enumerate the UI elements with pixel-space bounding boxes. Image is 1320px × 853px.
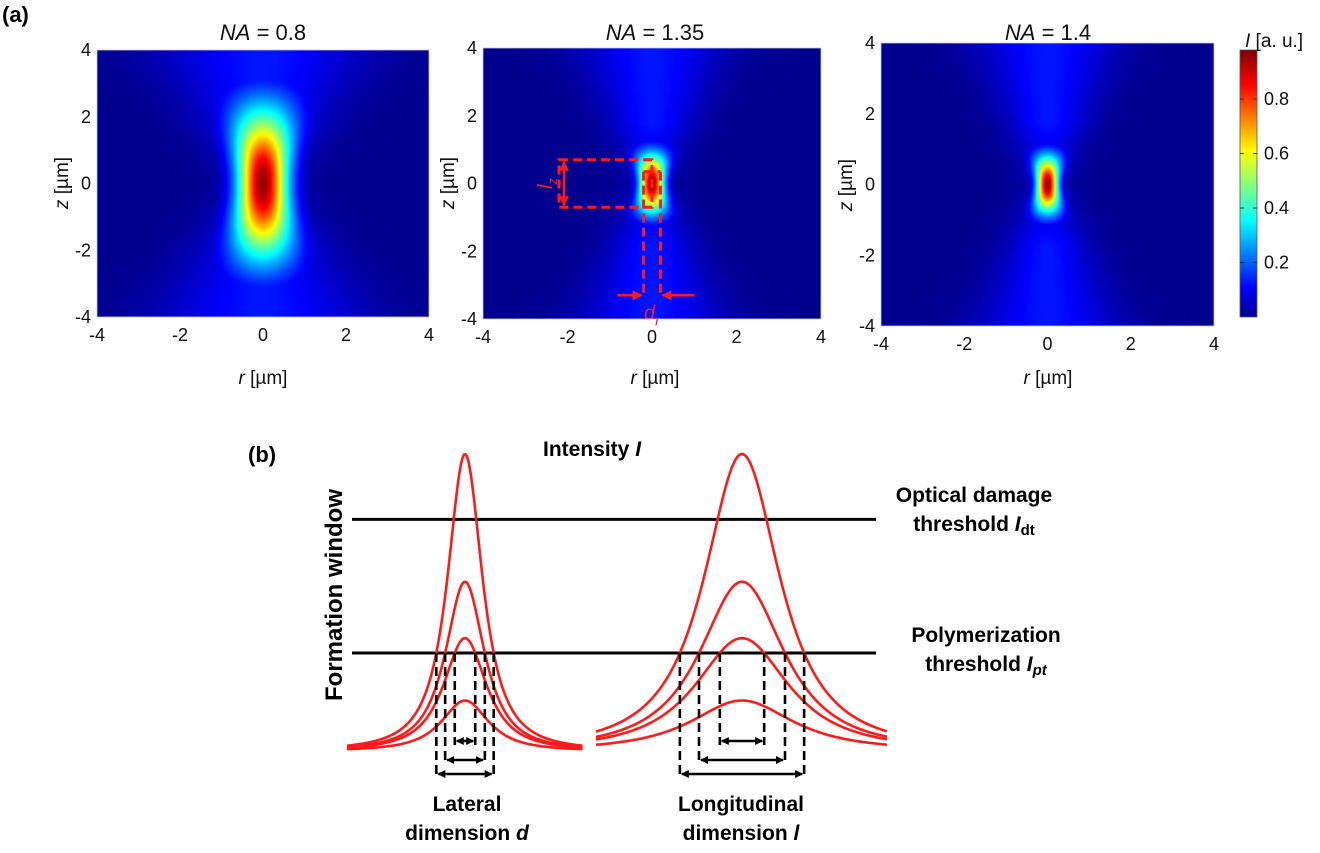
intensity-curve: [595, 580, 888, 739]
y-tick-label: 4: [467, 38, 477, 58]
x-tick-label: 2: [1126, 334, 1136, 354]
colorbar: I [a. u.] 0.8 0.6 0.4 0.2: [1239, 31, 1303, 318]
y-tick-label: -2: [859, 245, 875, 265]
plot-frame: [482, 47, 822, 320]
intensity-curve: [595, 452, 888, 733]
intensity-title: Intensity I: [543, 438, 642, 461]
y-tick-label: 2: [467, 106, 477, 126]
y-tick-label: -2: [461, 241, 477, 261]
y-tick-label: -4: [461, 309, 477, 329]
intensity-curve: [595, 636, 888, 741]
y-tick-label: 0: [865, 175, 875, 195]
panel-b-label: (b): [248, 442, 276, 467]
colorbar-tick-label: 0.8: [1264, 89, 1289, 109]
lz-label: lz: [535, 178, 560, 189]
y-tick-label: 2: [865, 104, 875, 124]
panel-a-label: (a): [2, 2, 29, 27]
x-tick-label: 0: [647, 327, 657, 347]
colorbar-tick-label: 0.6: [1264, 144, 1289, 164]
y-axis-label: z [µm]: [52, 157, 73, 210]
lateral-label-line1: Lateral: [433, 793, 502, 816]
heatmap-na-1.35: NA = 1.35 4 2 0 -2 -4-4 -2 0 2 4 r [µm] z [µm] l…: [438, 20, 826, 389]
y-tick-label: 4: [81, 40, 91, 60]
heatmap-title: NA = 1.35: [606, 20, 704, 45]
x-tick-label: 4: [1209, 334, 1219, 354]
intensity-curve: [346, 636, 583, 749]
longitudinal-label-line2: dimension l: [683, 822, 801, 845]
damage-threshold-label-line1: Optical damage: [896, 484, 1052, 507]
plot-frame: [96, 49, 430, 318]
x-tick-label: 2: [731, 327, 741, 347]
y-tick-label: -4: [75, 307, 91, 327]
polymerization-threshold-label-line1: Polymerization: [911, 624, 1060, 647]
plot-frame: [880, 42, 1215, 327]
polymerization-threshold-label-line2: threshold Ipt: [925, 653, 1048, 679]
x-axis-label: r [µm]: [239, 368, 288, 389]
y-tick-label: 4: [865, 33, 875, 53]
damage-threshold-label-line2: threshold Idt: [913, 513, 1035, 539]
x-tick-label: -2: [956, 334, 972, 354]
y-tick-label: 0: [81, 174, 91, 194]
heatmap-title: NA = 0.8: [220, 20, 306, 45]
threshold-diagram: Intensity I Formation window Optical dam…: [321, 438, 1061, 845]
formation-window-label: Formation window: [321, 489, 348, 701]
x-axis-label: r [µm]: [631, 368, 680, 389]
colorbar-tick-label: 0.2: [1264, 253, 1289, 273]
colorbar-tick-label: 0.4: [1264, 198, 1289, 218]
y-axis-label: z [µm]: [836, 159, 857, 212]
colorbar-label: I [a. u.]: [1245, 31, 1303, 52]
x-tick-label: -2: [559, 327, 575, 347]
x-tick-label: -4: [89, 325, 105, 345]
x-axis-label: r [µm]: [1024, 368, 1073, 389]
x-tick-label: 0: [258, 325, 268, 345]
y-axis-label: z [µm]: [438, 157, 459, 210]
intensity-curve: [346, 580, 583, 749]
x-tick-label: 4: [424, 325, 434, 345]
x-tick-label: 2: [341, 325, 351, 345]
lateral-label-line2: dimension d: [405, 822, 530, 845]
heatmap-na-1.4: NA = 1.4 4 2 0 -2 -4-4 -2 0 2 4 r [µm] z [µm]: [836, 20, 1219, 389]
intensity-curve: [595, 699, 888, 747]
y-tick-label: 0: [467, 174, 477, 194]
y-tick-label: -2: [75, 240, 91, 260]
x-tick-label: 0: [1042, 334, 1052, 354]
x-tick-label: -4: [873, 334, 889, 354]
x-tick-label: 4: [816, 327, 826, 347]
x-tick-label: -2: [172, 325, 188, 345]
intensity-curve: [346, 452, 583, 747]
longitudinal-label-line1: Longitudinal: [678, 793, 804, 816]
intensity-curve: [346, 699, 583, 751]
heatmap-na-0.8: NA = 0.8 4 2 0 -2 -4-4 -2 0 2 4 r [µm] z [µm]: [52, 20, 434, 389]
heatmap-image: [97, 50, 429, 317]
x-tick-label: -4: [475, 327, 491, 347]
heatmap-title: NA = 1.4: [1005, 20, 1091, 45]
y-tick-label: -4: [859, 316, 875, 336]
colorbar-gradient: [1239, 49, 1258, 318]
heatmap-image: [881, 43, 1214, 326]
y-tick-label: 2: [81, 107, 91, 127]
